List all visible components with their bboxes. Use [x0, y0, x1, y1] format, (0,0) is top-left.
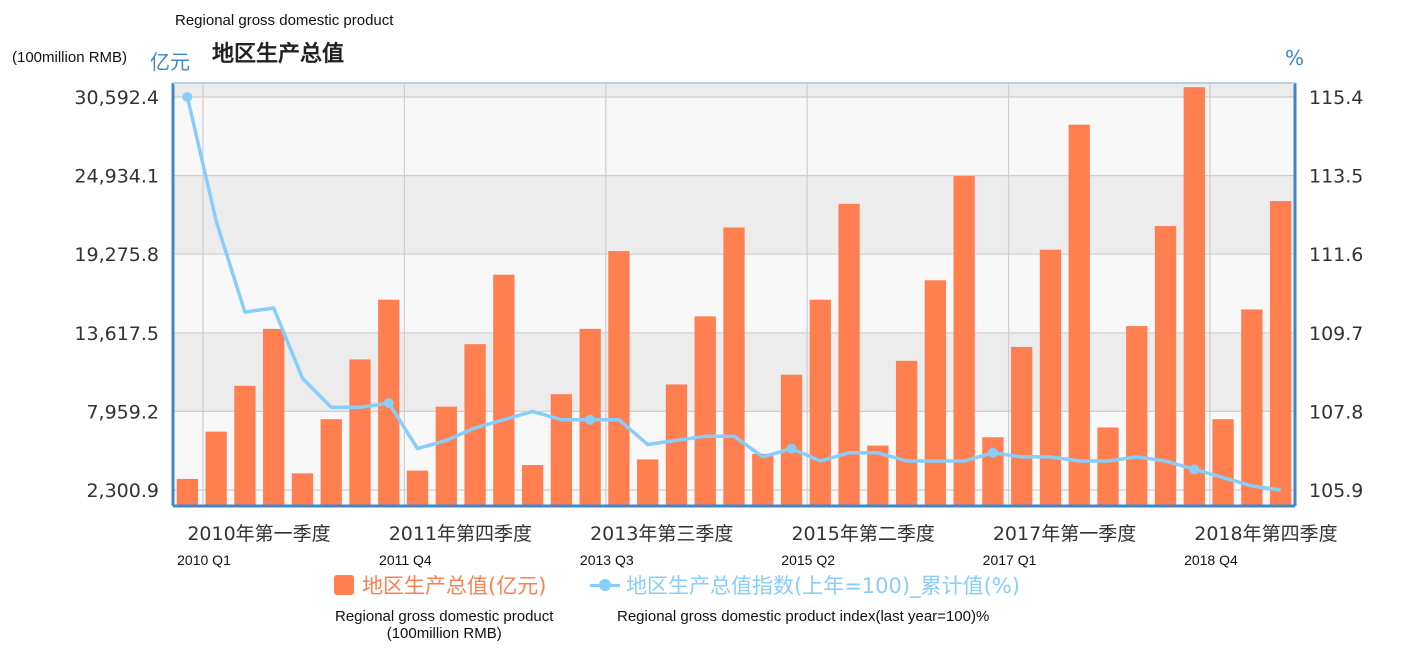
bar — [263, 328, 285, 506]
left-axis-unit: 亿元 — [150, 50, 190, 74]
bar — [982, 437, 1004, 506]
x-tick-label: 2013年第三季度 — [590, 523, 733, 545]
bar — [637, 459, 659, 506]
x-tick-english-label: 2013 Q3 — [579, 552, 634, 568]
bar-swatch-icon — [334, 575, 354, 595]
x-tick-english-label: 2010 Q1 — [177, 552, 231, 568]
line-point — [987, 447, 998, 458]
bar — [1097, 427, 1119, 506]
line-point — [585, 414, 596, 425]
bar — [464, 344, 486, 506]
x-tick-label: 2017年第一季度 — [993, 523, 1136, 545]
bar — [780, 374, 803, 506]
bar — [320, 419, 342, 506]
bar — [493, 274, 515, 506]
line-point — [182, 92, 193, 102]
bar — [205, 431, 227, 506]
bar — [1039, 249, 1062, 506]
chart-title: 地区生产总值 — [212, 42, 345, 67]
bar — [694, 316, 716, 506]
bar — [435, 406, 457, 506]
bar — [953, 176, 975, 507]
line-point — [1189, 464, 1200, 475]
bar-series — [176, 87, 1292, 507]
x-axis-ticks: 2010年第一季度 2011年第四季度 2013年第三季度 2015年第二季度 2017… — [187, 523, 1337, 545]
bar — [406, 470, 429, 506]
legend-gdp-english-line1: Regional gross domestic product — [335, 608, 554, 625]
right-tick-label: 105.9 — [1309, 480, 1363, 502]
x-tick-english-label: 2018 Q4 — [1184, 552, 1238, 568]
bar — [1183, 87, 1205, 507]
x-tick-english-label: 2011 Q4 — [379, 552, 432, 568]
bar — [1126, 326, 1148, 506]
bar — [924, 280, 947, 506]
x-tick-label: 2010年第一季度 — [187, 523, 330, 545]
legend-index-english: Regional gross domestic product index(la… — [617, 608, 990, 625]
plot-band — [173, 83, 1295, 97]
x-tick-english-label: 2017 Q1 — [982, 552, 1037, 568]
bar — [867, 445, 889, 506]
right-tick-label: 115.4 — [1309, 87, 1363, 109]
legend-gdp-english-line2: (100million RMB) — [386, 625, 502, 642]
bar — [521, 465, 544, 506]
index-markers — [182, 92, 1200, 475]
bar — [1068, 124, 1090, 506]
bar — [291, 473, 314, 506]
bar — [349, 359, 371, 506]
legend-item-index[interactable]: 地区生产总值指数(上年=100)_累计值(%) — [590, 570, 1020, 600]
bar — [608, 251, 630, 506]
x-tick-label: 2015年第二季度 — [791, 523, 934, 545]
legend-gdp-english: Regional gross domestic product (100mill… — [335, 608, 553, 642]
left-tick-label: 24,934.1 — [74, 166, 159, 188]
left-tick-label: 30,592.4 — [74, 87, 159, 109]
right-axis-ticks: 105.9 107.8 109.7 111.6 113.5 115.4 — [1309, 87, 1363, 502]
bar — [234, 385, 256, 506]
right-tick-label: 111.6 — [1309, 244, 1363, 266]
bar — [723, 227, 745, 506]
bar — [1212, 419, 1234, 506]
index-line — [185, 96, 1281, 492]
legend-label-index: 地区生产总值指数(上年=100)_累计值(%) — [626, 574, 1020, 598]
axes — [171, 82, 1297, 508]
left-axis-ticks: 2,300.9 7,959.2 13,617.5 19,275.8 24,934.1 30… — [74, 87, 159, 502]
bar — [1241, 309, 1263, 506]
right-tick-label: 109.7 — [1309, 323, 1363, 345]
left-tick-label: 13,617.5 — [74, 323, 159, 345]
right-tick-label: 113.5 — [1309, 166, 1363, 188]
bar — [1011, 346, 1033, 506]
legend-label-gdp: 地区生产总值(亿元) — [362, 574, 547, 598]
plot-band — [173, 97, 1295, 176]
x-tick-label: 2018年第四季度 — [1194, 523, 1337, 545]
line-point — [786, 443, 797, 454]
english-title-annotation: Regional gross domestic product — [175, 12, 394, 29]
bar — [752, 453, 774, 506]
bar — [809, 299, 831, 506]
x-tick-english-label: 2015 Q2 — [781, 552, 835, 568]
left-tick-label: 7,959.2 — [86, 401, 159, 423]
line-point — [383, 398, 394, 409]
bar — [895, 360, 918, 506]
line-marker-icon — [590, 575, 620, 595]
bar — [838, 203, 860, 506]
right-axis-unit: % — [1285, 46, 1305, 70]
right-tick-label: 107.8 — [1309, 401, 1363, 423]
left-tick-label: 19,275.8 — [74, 244, 159, 266]
x-tick-label: 2011年第四季度 — [389, 523, 532, 545]
bar — [176, 478, 199, 506]
bar — [665, 384, 688, 506]
english-unit-annotation: (100million RMB) — [12, 49, 128, 66]
bar — [550, 394, 573, 506]
bar — [1269, 201, 1292, 506]
bar — [1154, 226, 1177, 506]
left-tick-label: 2,300.9 — [86, 480, 159, 502]
legend-item-gdp[interactable]: 地区生产总值(亿元) — [334, 570, 546, 600]
